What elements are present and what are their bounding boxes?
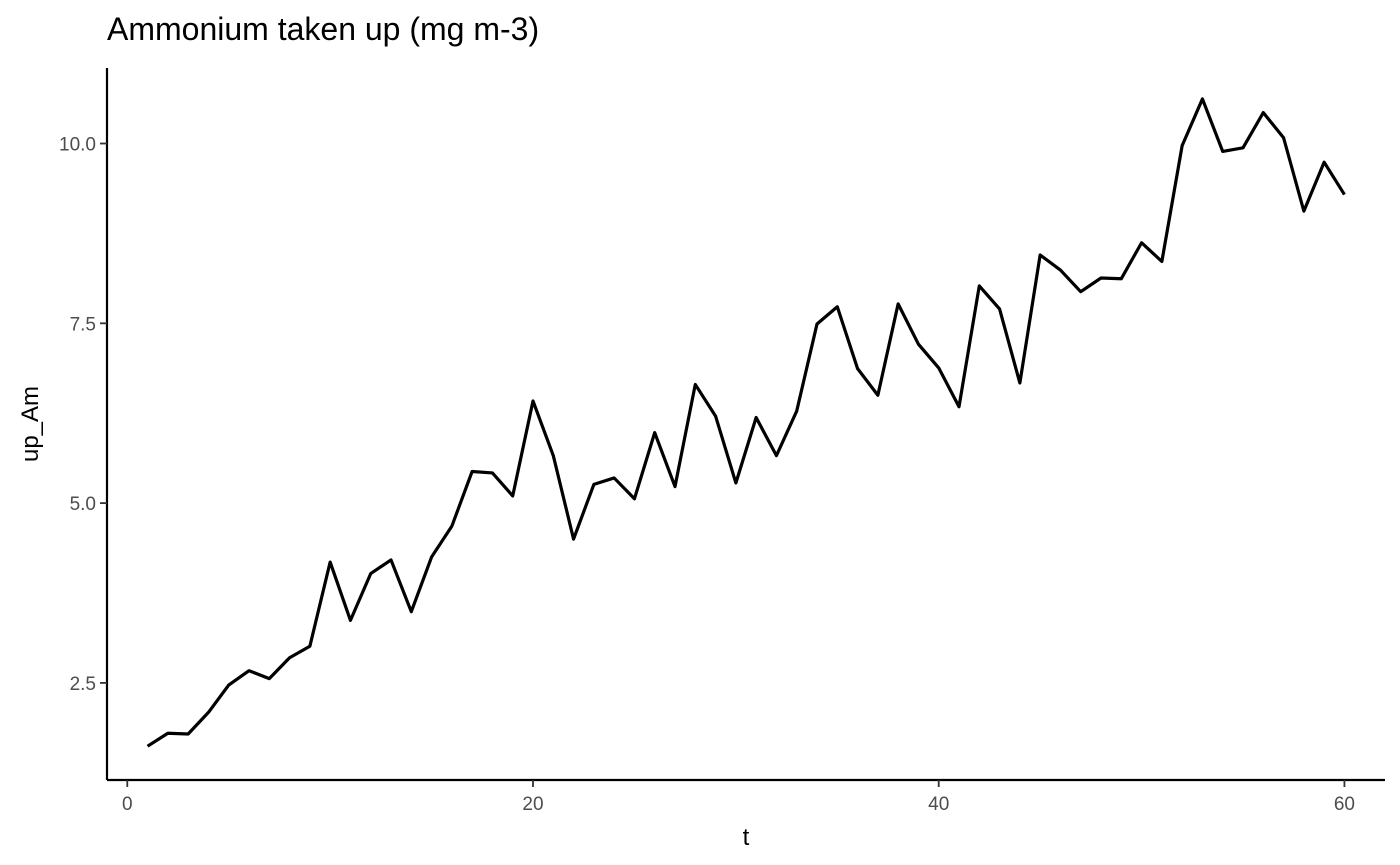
x-tick-label: 20	[522, 794, 543, 815]
y-tick-label: 10.0	[59, 135, 96, 156]
x-axis-ticks: 0 20 40 60	[122, 780, 1355, 815]
y-axis-ticks: 2.5 5.0 7.5 10.0	[59, 135, 107, 695]
chart-title: Ammonium taken up (mg m-3)	[107, 11, 539, 47]
y-tick-label: 5.0	[70, 494, 96, 515]
x-tick-label: 0	[122, 794, 133, 815]
y-axis-title: up_Am	[17, 386, 44, 462]
plot-area	[146, 97, 1346, 748]
x-axis-title: t	[743, 824, 750, 851]
y-tick-label: 7.5	[70, 314, 96, 335]
x-tick-label: 40	[928, 794, 949, 815]
y-tick-label: 2.5	[70, 674, 96, 695]
series-line	[146, 97, 1346, 748]
x-tick-label: 60	[1334, 794, 1355, 815]
